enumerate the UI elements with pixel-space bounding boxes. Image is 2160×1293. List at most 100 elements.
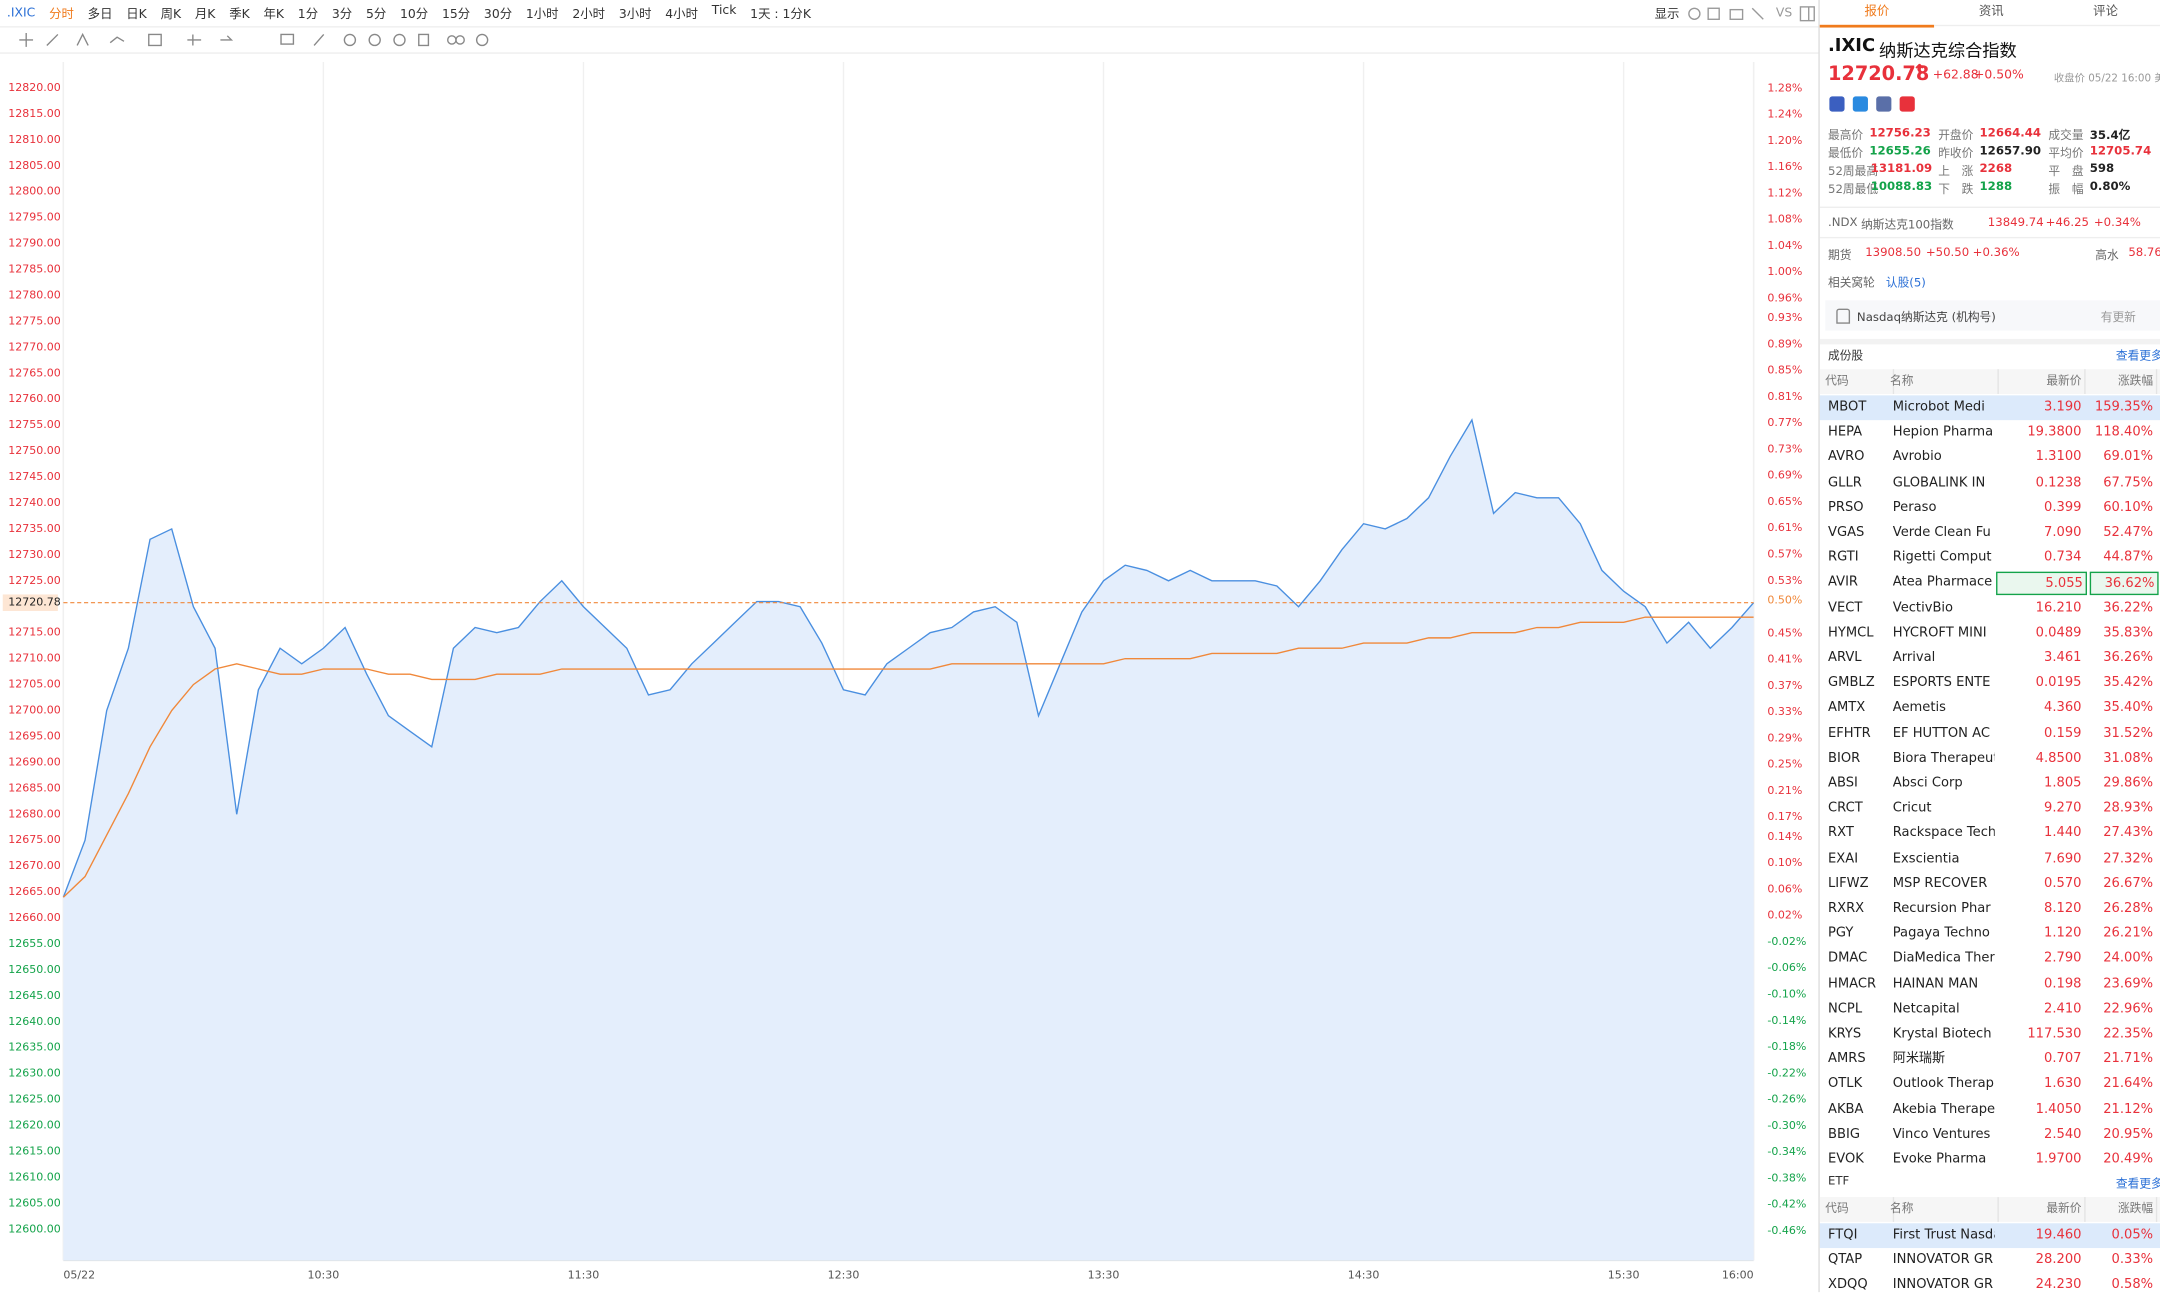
table-row[interactable]: VECT VectivBio 16.210 36.22%: [1820, 596, 2160, 621]
table-row[interactable]: VGAS Verde Clean Fu 7.090 52.47%: [1820, 521, 2160, 546]
table-row[interactable]: FTQI First Trust Nasda 19.460 0.05%: [1819, 1223, 2160, 1249]
table-row[interactable]: GMBLZ ESPORTS ENTE 0.0195 35.42%: [1820, 671, 2160, 696]
table-row[interactable]: DMAC DiaMedica Ther 2.790 24.00%: [1820, 947, 2160, 972]
display-menu[interactable]: 显示: [1654, 8, 1680, 23]
code: VGAS: [1828, 524, 1865, 540]
market-icon[interactable]: [1899, 96, 1915, 112]
table-row[interactable]: RXT Rackspace Tech 1.440 27.43%: [1820, 822, 2160, 847]
channel-status[interactable]: 有更新: [2100, 311, 2136, 326]
table-row[interactable]: ABSI Absci Corp 1.805 29.86%: [1820, 771, 2160, 796]
column-header[interactable]: 最新价: [1991, 1197, 2086, 1222]
y-tick-label: 12785.00: [8, 263, 61, 276]
market-icon[interactable]: [1829, 96, 1845, 112]
market-icon[interactable]: [1852, 96, 1868, 112]
more-link[interactable]: 查看更多: [2115, 349, 2160, 364]
index-symbol[interactable]: .NDX: [1828, 216, 1858, 231]
table-row[interactable]: OTLK Outlook Therap 1.630 21.64%: [1820, 1072, 2160, 1097]
period-tab[interactable]: 年K: [263, 8, 285, 23]
table-row[interactable]: HEPA Hepion Pharma 19.3800 118.40%: [1820, 420, 2160, 445]
period-tab[interactable]: 3分: [331, 8, 353, 23]
period-tab[interactable]: 30分: [483, 8, 513, 23]
warrants-link[interactable]: 认股(5): [1885, 276, 1926, 291]
name: Cricut: [1892, 800, 1932, 816]
period-tab[interactable]: 月K: [194, 8, 216, 23]
vs-button[interactable]: VS: [1775, 6, 1793, 20]
table-row[interactable]: BIOR Biora Therapeut 4.8500 31.08%: [1820, 746, 2160, 771]
table-row[interactable]: LIFWZ MSP RECOVER 0.570 26.67%: [1820, 872, 2160, 897]
column-header[interactable]: 涨跌幅: [2084, 1197, 2158, 1222]
table-row[interactable]: EVOK Evoke Pharma 1.9700 20.49%: [1820, 1147, 2160, 1172]
toolbar-icons[interactable]: [1686, 5, 1769, 22]
symbol[interactable]: .IXIC: [6, 6, 36, 20]
drawing-tools[interactable]: [0, 30, 496, 49]
quote-name: 纳斯达克综合指数: [1878, 39, 2017, 61]
column-header[interactable]: 名称: [1887, 369, 1999, 394]
x-tick-label: 15:30: [1608, 1269, 1640, 1282]
tab[interactable]: 报价: [1819, 0, 1935, 28]
table-row[interactable]: KRYS Krystal Biotech 117.530 22.35%: [1820, 1022, 2160, 1047]
last-price: 3.190: [2044, 399, 2082, 415]
table-row[interactable]: NCPL Netcapital 2.410 22.96%: [1820, 997, 2160, 1022]
table-row[interactable]: AVIR Atea Pharmace 5.055 36.62%: [1820, 571, 2160, 596]
table-row[interactable]: GLLR GLOBALINK IN 0.1238 67.75%: [1820, 471, 2160, 496]
table-row[interactable]: XDQQ INNOVATOR GR 24.230 0.58%: [1820, 1273, 2160, 1293]
layout-icon[interactable]: [1799, 5, 1818, 22]
market-icon[interactable]: [1876, 96, 1892, 112]
table-row[interactable]: PRSO Peraso 0.399 60.10%: [1820, 496, 2160, 521]
table-row[interactable]: AMTX Aemetis 4.360 35.40%: [1820, 696, 2160, 721]
change-pct: 69.01%: [2103, 449, 2154, 465]
column-header[interactable]: 涨跌幅: [2084, 369, 2158, 394]
period-tab[interactable]: 季K: [229, 8, 250, 23]
index-price: 13849.74: [1987, 216, 2044, 231]
range-select[interactable]: 1天 : 1分K: [750, 8, 811, 23]
period-tab[interactable]: 1小时: [525, 8, 559, 23]
y2-tick-label: 0.65%: [1767, 495, 1802, 508]
table-row[interactable]: EFHTR EF HUTTON AC 0.159 31.52%: [1820, 721, 2160, 746]
tab[interactable]: 评论: [2048, 0, 2160, 27]
table-row[interactable]: AMRS 阿米瑞斯 0.707 21.71%: [1820, 1047, 2160, 1072]
table-row[interactable]: RXRX Recursion Phar 8.120 26.28%: [1820, 897, 2160, 922]
y-tick-label: 12795.00: [8, 211, 61, 224]
period-tab[interactable]: 15分: [441, 8, 471, 23]
index-name[interactable]: 纳斯达克100指数: [1861, 219, 1954, 233]
table-row[interactable]: AVRO Avrobio 1.3100 69.01%: [1820, 445, 2160, 470]
period-tab[interactable]: 2小时: [572, 8, 606, 23]
period-tab[interactable]: 分时: [49, 8, 74, 23]
column-header[interactable]: 名称: [1887, 1197, 1999, 1222]
table-row[interactable]: HYMCL HYCROFT MINI 0.0489 35.83%: [1820, 621, 2160, 646]
column-header[interactable]: 代码: [1822, 369, 1895, 394]
table-row[interactable]: PGY Pagaya Techno 1.120 26.21%: [1820, 922, 2160, 947]
column-header[interactable]: 代码: [1822, 1197, 1895, 1222]
column-header[interactable]: 最新价: [1991, 369, 2086, 394]
y2-tick-label: 0.85%: [1767, 364, 1802, 377]
period-tab[interactable]: 日K: [126, 8, 147, 23]
period-tab[interactable]: 周K: [160, 8, 182, 23]
y-tick-label: 12650.00: [8, 963, 61, 976]
tab[interactable]: 资讯: [1934, 0, 2049, 27]
period-tab[interactable]: 4小时: [665, 8, 698, 23]
period-tab[interactable]: 多日: [87, 8, 113, 23]
table-row[interactable]: EXAI Exscientia 7.690 27.32%: [1820, 847, 2160, 872]
period-tab[interactable]: 1分: [297, 8, 319, 23]
channel-name[interactable]: Nasdaq纳斯达克 (机构号): [1856, 311, 1996, 326]
table-row[interactable]: HMACR HAINAN MAN 0.198 23.69%: [1820, 972, 2160, 997]
period-tab[interactable]: 10分: [400, 8, 429, 23]
last-price: 0.198: [2044, 976, 2082, 992]
table-row[interactable]: ARVL Arrival 3.461 36.26%: [1820, 646, 2160, 671]
table-row[interactable]: QTAP INNOVATOR GR 28.200 0.33%: [1820, 1248, 2160, 1273]
y2-tick-label: 1.04%: [1767, 239, 1802, 252]
table-row[interactable]: AKBA Akebia Therape 1.4050 21.12%: [1820, 1097, 2160, 1122]
period-tab[interactable]: 5分: [365, 8, 387, 23]
y2-tick-label: 0.21%: [1767, 784, 1802, 797]
channel-banner[interactable]: [1825, 300, 2160, 331]
table-row[interactable]: RGTI Rigetti Comput 0.734 44.87%: [1820, 546, 2160, 571]
divider: [1819, 338, 2160, 345]
period-tab[interactable]: 3小时: [618, 8, 652, 23]
y-tick-label: 12800.00: [8, 185, 61, 198]
last-price: 1.120: [2044, 925, 2082, 942]
table-row[interactable]: BBIG Vinco Ventures 2.540 20.95%: [1820, 1122, 2160, 1147]
more-link[interactable]: 查看更多: [2115, 1177, 2160, 1192]
table-row[interactable]: MBOT Microbot Medi 3.190 159.35%: [1819, 395, 2160, 421]
table-row[interactable]: CRCT Cricut 9.270 28.93%: [1820, 796, 2160, 821]
period-tab[interactable]: Tick: [711, 4, 737, 18]
